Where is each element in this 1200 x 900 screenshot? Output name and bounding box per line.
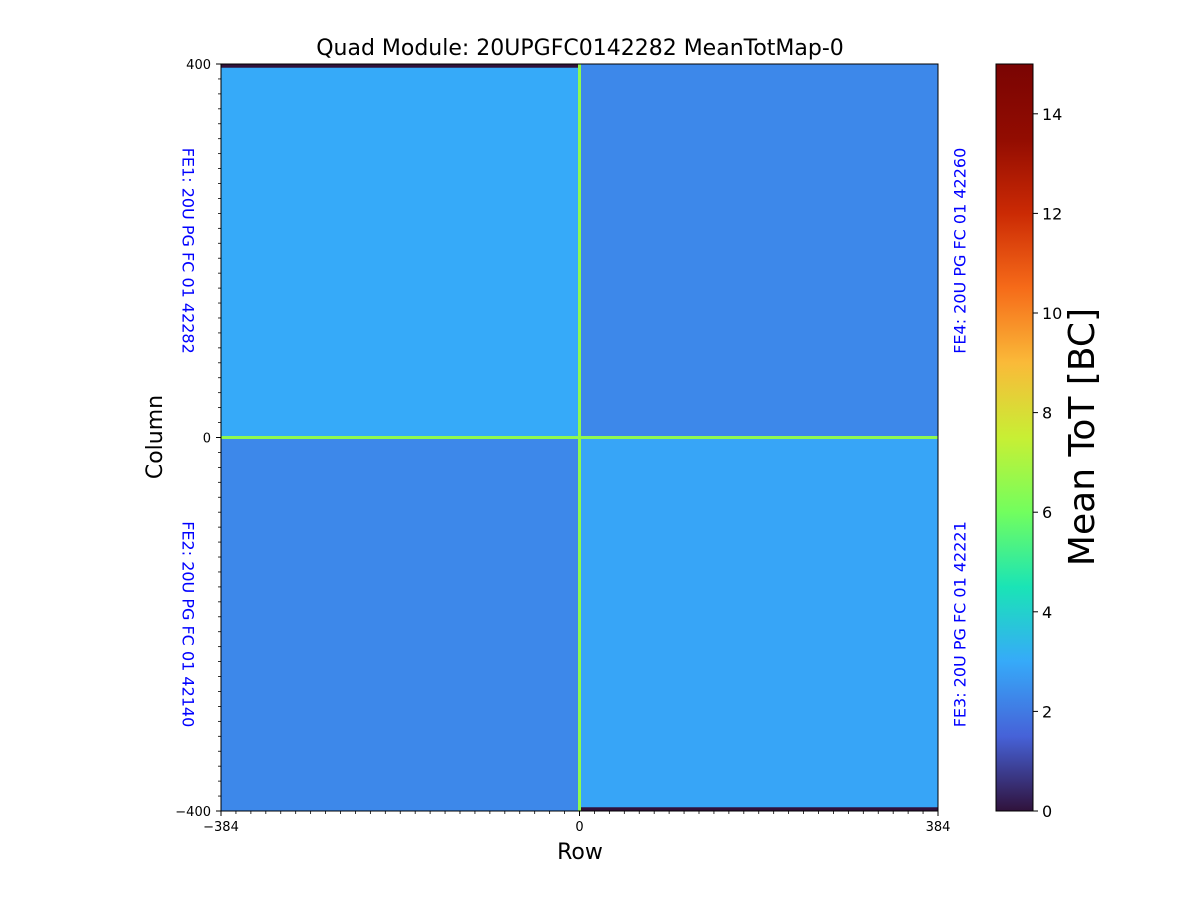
frontend-labels: FE1: 20U PG FC 01 42282 FE4: 20U PG FC 01…	[179, 148, 970, 728]
frontend-quadrant-4	[579, 437, 938, 811]
x-tick-label: 0	[575, 820, 583, 835]
colorbar-gradient	[995, 63, 1034, 812]
colorbar-tick-label: 0	[1042, 802, 1052, 821]
frontend-label-2: FE4: 20U PG FC 01 42260	[951, 148, 970, 354]
colorbar-tick-label: 14	[1042, 105, 1062, 124]
y-tick-label: 400	[186, 58, 211, 73]
colorbar-tick-label: 4	[1042, 603, 1052, 622]
y-axis-label: Column	[143, 395, 168, 479]
heatmap-plot	[221, 64, 938, 811]
frontend-label-1: FE1: 20U PG FC 01 42282	[179, 148, 198, 354]
frontend-label-3: FE2: 20U PG FC 01 42140	[179, 521, 198, 727]
colorbar-tick-label: 12	[1042, 204, 1062, 223]
empty-band-1	[221, 64, 580, 68]
x-tick-label: −384	[203, 820, 239, 835]
frontend-quadrant-2	[579, 64, 938, 438]
horizontal-seam-line	[221, 436, 938, 439]
colorbar-tick-label: 2	[1042, 702, 1052, 721]
axes: −384 0 384 −400 0 400	[175, 58, 950, 835]
chart-title: Quad Module: 20UPGFC0142282 MeanTotMap-0	[316, 36, 844, 61]
colorbar: 0 2 4 6 8 10 12 14	[995, 63, 1062, 821]
x-tick-label: 384	[926, 820, 951, 835]
colorbar-tick-label: 10	[1042, 304, 1062, 323]
y-tick-label: −400	[175, 805, 211, 820]
empty-band-2	[579, 807, 938, 811]
colorbar-tick-label: 6	[1042, 503, 1052, 522]
colorbar-label: Mean ToT [BC]	[1062, 308, 1103, 566]
x-axis-label: Row	[557, 840, 603, 865]
y-tick-label: 0	[203, 432, 211, 447]
frontend-quadrant-3	[221, 437, 580, 811]
colorbar-tick-label: 8	[1042, 404, 1052, 423]
frontend-quadrant-1	[221, 64, 580, 438]
frontend-label-4: FE3: 20U PG FC 01 42221	[951, 521, 970, 727]
